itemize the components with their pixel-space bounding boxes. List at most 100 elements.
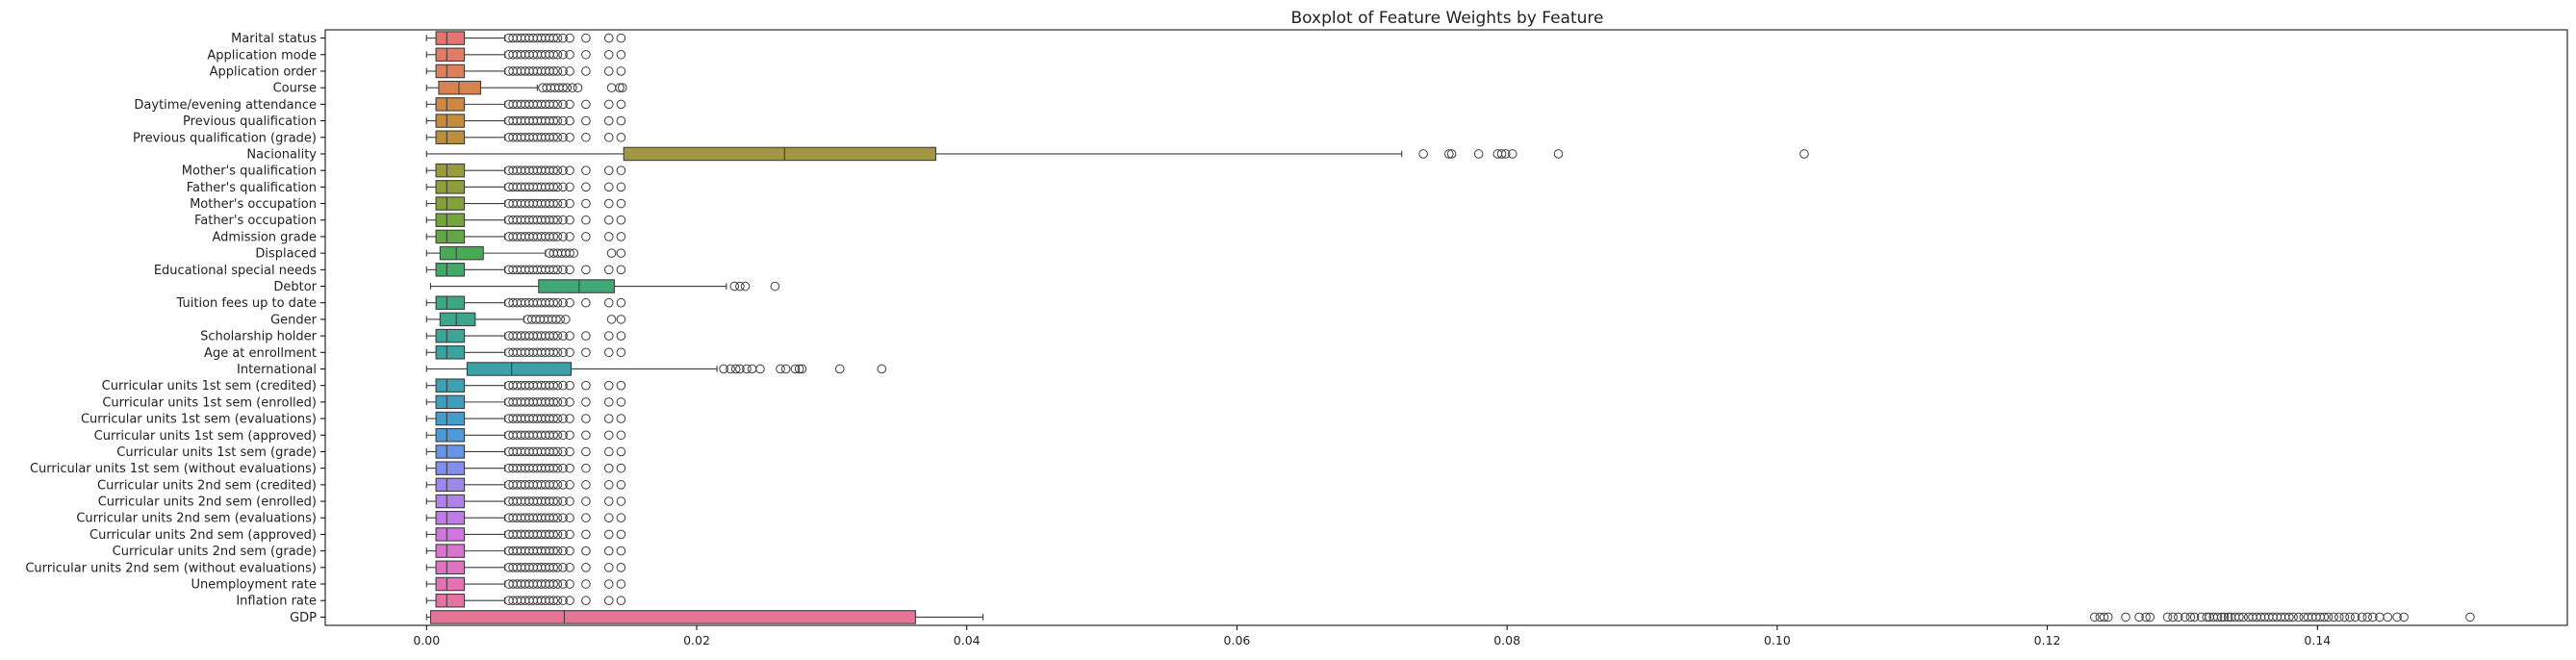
y-tick-label: Application mode xyxy=(207,48,317,63)
outlier-point xyxy=(603,33,614,43)
iqr-box xyxy=(429,610,916,624)
outlier-point xyxy=(2234,612,2244,622)
y-tick-label: Tuition fees up to date xyxy=(176,296,317,311)
y-tick-label: Mother's occupation xyxy=(190,197,317,212)
outlier-point xyxy=(735,364,745,374)
outlier-point xyxy=(2284,612,2294,622)
outlier-point xyxy=(552,529,563,540)
outlier-point xyxy=(616,198,626,209)
outlier-point xyxy=(548,132,559,142)
box-16 xyxy=(425,295,626,310)
outlier-point xyxy=(1473,149,1484,159)
outlier-point xyxy=(548,66,559,76)
outlier-point xyxy=(552,430,563,441)
outlier-point xyxy=(2223,612,2233,622)
outlier-point xyxy=(565,463,574,473)
outlier-point xyxy=(726,364,735,374)
outlier-point xyxy=(581,49,591,60)
outlier-point xyxy=(2368,612,2378,622)
outlier-point xyxy=(552,182,563,192)
outlier-point xyxy=(581,99,591,110)
outlier-point xyxy=(552,414,563,423)
iqr-box xyxy=(435,378,466,393)
y-tick-label: Father's occupation xyxy=(194,214,317,228)
outlier-point xyxy=(565,198,574,209)
outlier-point xyxy=(616,232,626,241)
iqr-box xyxy=(435,63,466,79)
outlier-point xyxy=(581,297,591,308)
iqr-box xyxy=(435,295,466,310)
box-34 xyxy=(425,593,626,608)
box-4 xyxy=(425,97,626,112)
outlier-point xyxy=(548,414,559,423)
outlier-point xyxy=(603,414,614,423)
outlier-point xyxy=(603,347,614,358)
outlier-point xyxy=(548,380,559,391)
outlier-point xyxy=(552,265,563,275)
outlier-point xyxy=(1446,149,1457,159)
outlier-point xyxy=(565,33,574,43)
outlier-point xyxy=(565,397,574,407)
outlier-point xyxy=(581,198,591,209)
outlier-point xyxy=(2319,612,2330,622)
outlier-point xyxy=(2189,612,2200,622)
outlier-point xyxy=(581,182,591,192)
outlier-point xyxy=(581,529,591,540)
outlier-point xyxy=(581,265,591,275)
outlier-point xyxy=(1444,149,1454,159)
box-12 xyxy=(425,229,626,244)
outlier-point xyxy=(616,115,626,126)
y-tick-label: Unemployment rate xyxy=(191,578,317,593)
outlier-point xyxy=(616,463,626,473)
box-17 xyxy=(425,312,626,327)
outlier-point xyxy=(603,529,614,540)
outlier-point xyxy=(558,66,568,76)
outlier-point xyxy=(603,132,614,142)
outlier-point xyxy=(552,380,563,391)
x-tick-label: 0.10 xyxy=(1764,633,1791,647)
outlier-point xyxy=(616,430,626,441)
box-15 xyxy=(429,279,780,293)
outlier-point xyxy=(565,165,574,175)
iqr-box xyxy=(435,544,466,558)
x-tick-label: 0.00 xyxy=(413,633,440,647)
outlier-point xyxy=(581,331,591,341)
iqr-box xyxy=(439,245,484,261)
box-8 xyxy=(425,163,626,178)
outlier-point xyxy=(603,232,614,241)
iqr-box xyxy=(435,345,466,360)
box-26 xyxy=(425,461,626,475)
box-19 xyxy=(425,345,626,360)
outlier-point xyxy=(2202,612,2212,622)
y-tick-label: Marital status xyxy=(231,32,317,46)
outlier-point xyxy=(581,596,591,606)
outlier-point xyxy=(558,83,568,92)
iqr-box xyxy=(435,394,466,410)
outlier-point xyxy=(548,347,559,358)
chart-title: Boxplot of Feature Weights by Feature xyxy=(1290,9,1603,28)
y-tick-label: Nacionality xyxy=(246,147,317,162)
y-tick-label: Father's qualification xyxy=(187,181,317,195)
outlier-point xyxy=(552,115,563,126)
outlier-point xyxy=(552,165,563,175)
y-tick-label: Application order xyxy=(210,64,318,79)
outlier-point xyxy=(565,414,574,423)
outlier-point xyxy=(548,99,559,110)
y-tick-label: Curricular units 2nd sem (approved) xyxy=(89,528,317,543)
outlier-point xyxy=(548,198,559,209)
outlier-point xyxy=(552,480,563,490)
outlier-point xyxy=(1507,149,1518,159)
outlier-point xyxy=(548,182,559,192)
outlier-point xyxy=(603,563,614,572)
plot-frame xyxy=(324,29,2568,626)
outlier-point xyxy=(616,33,626,43)
outlier-point xyxy=(616,480,626,490)
outlier-point xyxy=(2162,612,2173,622)
box-23 xyxy=(425,411,626,426)
outlier-point xyxy=(558,546,568,556)
outlier-point xyxy=(780,364,791,374)
outlier-point xyxy=(616,132,626,142)
box-25 xyxy=(425,444,626,459)
outlier-point xyxy=(558,132,568,142)
outlier-point xyxy=(552,446,563,457)
